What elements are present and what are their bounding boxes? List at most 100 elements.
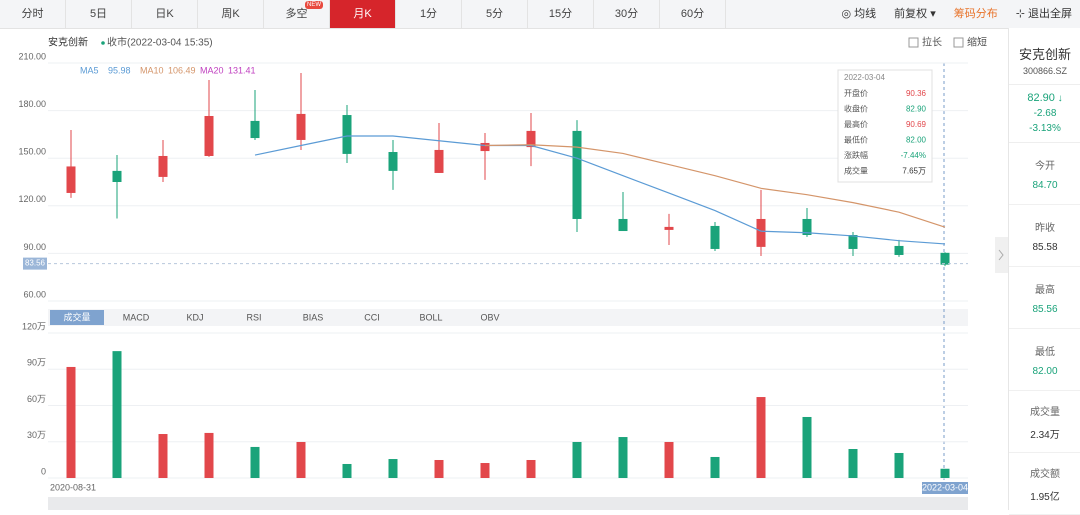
legend-name: MA20 xyxy=(200,65,224,75)
volume-bar xyxy=(894,452,904,478)
side-price: 82.90 xyxy=(1027,92,1055,104)
toolbar-right: ◎ 均线 前复权 ▾ 筹码分布 ⊹ 退出全屏 xyxy=(841,0,1080,28)
stat-value: 85.56 xyxy=(1032,303,1058,315)
legend-value: 95.98 xyxy=(108,65,131,75)
ma-toggle[interactable]: ◎ 均线 xyxy=(841,8,877,20)
stat-value: 1.95亿 xyxy=(1030,491,1060,503)
shrink-icon[interactable] xyxy=(953,37,964,48)
stat: 今开 84.70 xyxy=(1009,143,1080,205)
exit-label: 退出全屏 xyxy=(1028,8,1072,20)
candle-body xyxy=(940,252,950,265)
price-tag xyxy=(23,257,47,270)
y-tick-label: 120万 xyxy=(22,321,46,331)
legend-name: MA5 xyxy=(80,65,99,75)
tab[interactable]: 60分 xyxy=(660,0,726,28)
indicator-tab: BOLL xyxy=(419,312,442,322)
stat: 最高 85.56 xyxy=(1009,267,1080,329)
x-tick-label: 2022-03-04 xyxy=(922,482,968,492)
indicator-tab: KDJ xyxy=(186,312,203,322)
stat-label: 成交额 xyxy=(1030,468,1060,480)
volume-bar xyxy=(618,437,628,478)
tab[interactable]: 日K xyxy=(132,0,198,28)
candle-body xyxy=(434,149,444,173)
legend-value: 106.49 xyxy=(168,65,196,75)
volume-bar xyxy=(434,459,444,478)
chip-distribution[interactable]: 筹码分布 xyxy=(953,8,998,20)
adjust-label: 前复权 xyxy=(894,8,928,20)
candle-body xyxy=(710,225,720,249)
indicator-tab: BIAS xyxy=(303,312,324,322)
candle-body xyxy=(112,170,122,182)
status: 收市(2022-03-04 15:35) xyxy=(107,36,213,49)
tab[interactable]: 1分 xyxy=(396,0,462,28)
candle-body xyxy=(480,142,490,152)
legend-value: 131.41 xyxy=(228,65,256,75)
y-tick-label: 150.00 xyxy=(18,147,46,157)
shrink-button[interactable]: 缩短 xyxy=(967,36,987,49)
side-change: -2.68 xyxy=(1033,108,1057,119)
ma-line xyxy=(484,144,946,228)
x-tick-label: 2020-08-31 xyxy=(50,482,96,492)
tab[interactable]: 15分 xyxy=(528,0,594,28)
y-tick-label: 0 xyxy=(41,466,46,476)
volume-bar xyxy=(526,459,536,478)
tooltip-label: 最低价 xyxy=(844,135,868,145)
indicator-tab: CCI xyxy=(364,312,380,322)
tooltip-label: 最高价 xyxy=(844,119,868,129)
volume-bar xyxy=(940,468,950,478)
indicator-tab: 成交量 xyxy=(63,311,90,322)
tooltip-value: 82.00 xyxy=(906,136,927,145)
candle-body xyxy=(848,234,858,249)
stat-label: 今开 xyxy=(1035,160,1055,172)
volume-bar xyxy=(480,463,490,478)
indicator-tab: OBV xyxy=(480,312,499,322)
tab[interactable]: 月K xyxy=(330,0,396,28)
tab[interactable]: 周K xyxy=(198,0,264,28)
indicator-tab: MACD xyxy=(123,312,150,322)
stretch-icon[interactable] xyxy=(908,37,919,48)
candle-body xyxy=(894,245,904,255)
volume-bar xyxy=(296,441,306,478)
volume-bar xyxy=(250,446,260,478)
stretch-button[interactable]: 拉长 xyxy=(922,36,942,49)
scrollbar[interactable] xyxy=(48,497,968,510)
tab[interactable]: 30分 xyxy=(594,0,660,28)
volume-bar xyxy=(710,456,720,478)
y-tick-label: 60.00 xyxy=(23,289,46,299)
side-toggle-arrow xyxy=(998,249,1004,261)
tab[interactable]: 分时 xyxy=(0,0,66,28)
exit-fullscreen[interactable]: ⊹ 退出全屏 xyxy=(1015,8,1072,20)
stat: 昨收 85.58 xyxy=(1009,205,1080,267)
volume-bar xyxy=(66,366,76,478)
candle-body xyxy=(342,115,352,154)
stat-value: 2.34万 xyxy=(1030,429,1060,441)
tab[interactable]: 5日 xyxy=(66,0,132,28)
adjust[interactable]: 前复权 ▾ xyxy=(894,8,936,20)
status-dot xyxy=(101,41,105,45)
side-stats: 今开 84.70 昨收 85.58 最高 85.56 最低 82.00 成交量 2.34万 成交额 1… xyxy=(1009,143,1080,515)
ma-label: 均线 xyxy=(854,8,877,20)
stat-value: 82.00 xyxy=(1032,365,1058,377)
volume-bar xyxy=(388,459,398,478)
candle-body xyxy=(526,130,536,148)
stat: 最低 82.00 xyxy=(1009,329,1080,391)
tooltip-value: 90.36 xyxy=(906,89,927,98)
tooltip-value: 7.65万 xyxy=(902,167,926,176)
candle-body xyxy=(618,218,628,232)
y-tick-label: 120.00 xyxy=(18,194,46,204)
tooltip-value: 90.69 xyxy=(906,120,927,129)
tab[interactable]: 5分 xyxy=(462,0,528,28)
price-tag-label: 83.56 xyxy=(25,259,46,268)
candle-body xyxy=(296,113,306,140)
toolbar: 分时 5日 日K 周K 多空 NEW 月K 1分 5分 15分 30分 60分 xyxy=(0,0,1080,29)
volume-bar xyxy=(802,416,812,478)
side-toggle[interactable] xyxy=(995,237,1008,273)
new-badge: NEW xyxy=(305,1,323,9)
volume-bar xyxy=(848,449,858,478)
tooltip: 2022-03-04 开盘价 90.36 收盘价 82.90 最高价 90.69 最低价 82… xyxy=(837,69,933,183)
indicator-bar xyxy=(48,309,968,326)
y-tick-label: 60万 xyxy=(27,394,46,404)
tab[interactable]: 多空 NEW xyxy=(264,0,330,28)
candle-body xyxy=(158,155,168,177)
